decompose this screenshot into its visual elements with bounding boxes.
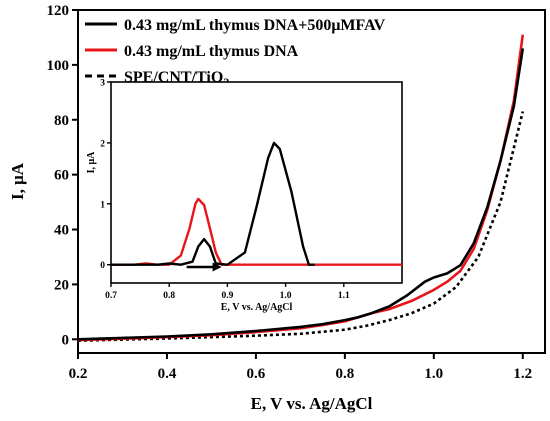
inset-x-tick-label: 0.8 — [163, 291, 175, 301]
inset-y-tick-label: 2 — [100, 139, 105, 149]
y-tick-label: 100 — [47, 58, 70, 74]
y-tick-label: 60 — [54, 168, 69, 184]
inset-series-line-2 — [111, 141, 315, 266]
y-tick-label: 0 — [62, 332, 70, 348]
x-axis-label: E, V vs. Ag/AgCl — [251, 394, 373, 413]
series-line-1 — [77, 48, 525, 341]
x-tick-label: 0.2 — [69, 366, 88, 382]
legend-label-2: 0.43 mg/mL thymus DNA — [124, 43, 299, 60]
inset-x-tick-label: 0.9 — [221, 291, 233, 301]
series-line-3 — [77, 111, 525, 342]
inset-frame — [110, 81, 403, 284]
inset-x-tick-label: 1.1 — [338, 291, 350, 301]
legend-label-1: 0.43 mg/mL thymus DNA+500μMFAV — [124, 17, 386, 34]
x-tick-label: 1.2 — [513, 366, 532, 382]
y-axis-label: I, μA — [8, 162, 27, 200]
inset-y-tick-label: 1 — [100, 200, 105, 210]
y-tick-label: 40 — [54, 223, 69, 239]
inset-x-tick-label: 1.0 — [280, 291, 292, 301]
x-tick-label: 0.8 — [335, 366, 354, 382]
scan-direction-arrow-head — [212, 262, 222, 272]
y-tick-label: 20 — [54, 277, 69, 293]
inset-x-tick-label: 0.7 — [105, 291, 117, 301]
x-tick-label: 0.6 — [247, 366, 266, 382]
inset-y-tick-label: 3 — [100, 79, 105, 89]
plot-frame — [77, 9, 546, 354]
x-tick-label: 0.4 — [158, 366, 177, 382]
inset-y-tick-label: 0 — [100, 261, 105, 271]
y-tick-label: 120 — [47, 3, 70, 19]
inset-x-axis-label: E, V vs. Ag/AgCl — [221, 302, 293, 313]
inset-y-axis-label: I, μA — [86, 151, 97, 174]
x-tick-label: 1.0 — [424, 366, 443, 382]
y-tick-label: 80 — [54, 113, 69, 129]
